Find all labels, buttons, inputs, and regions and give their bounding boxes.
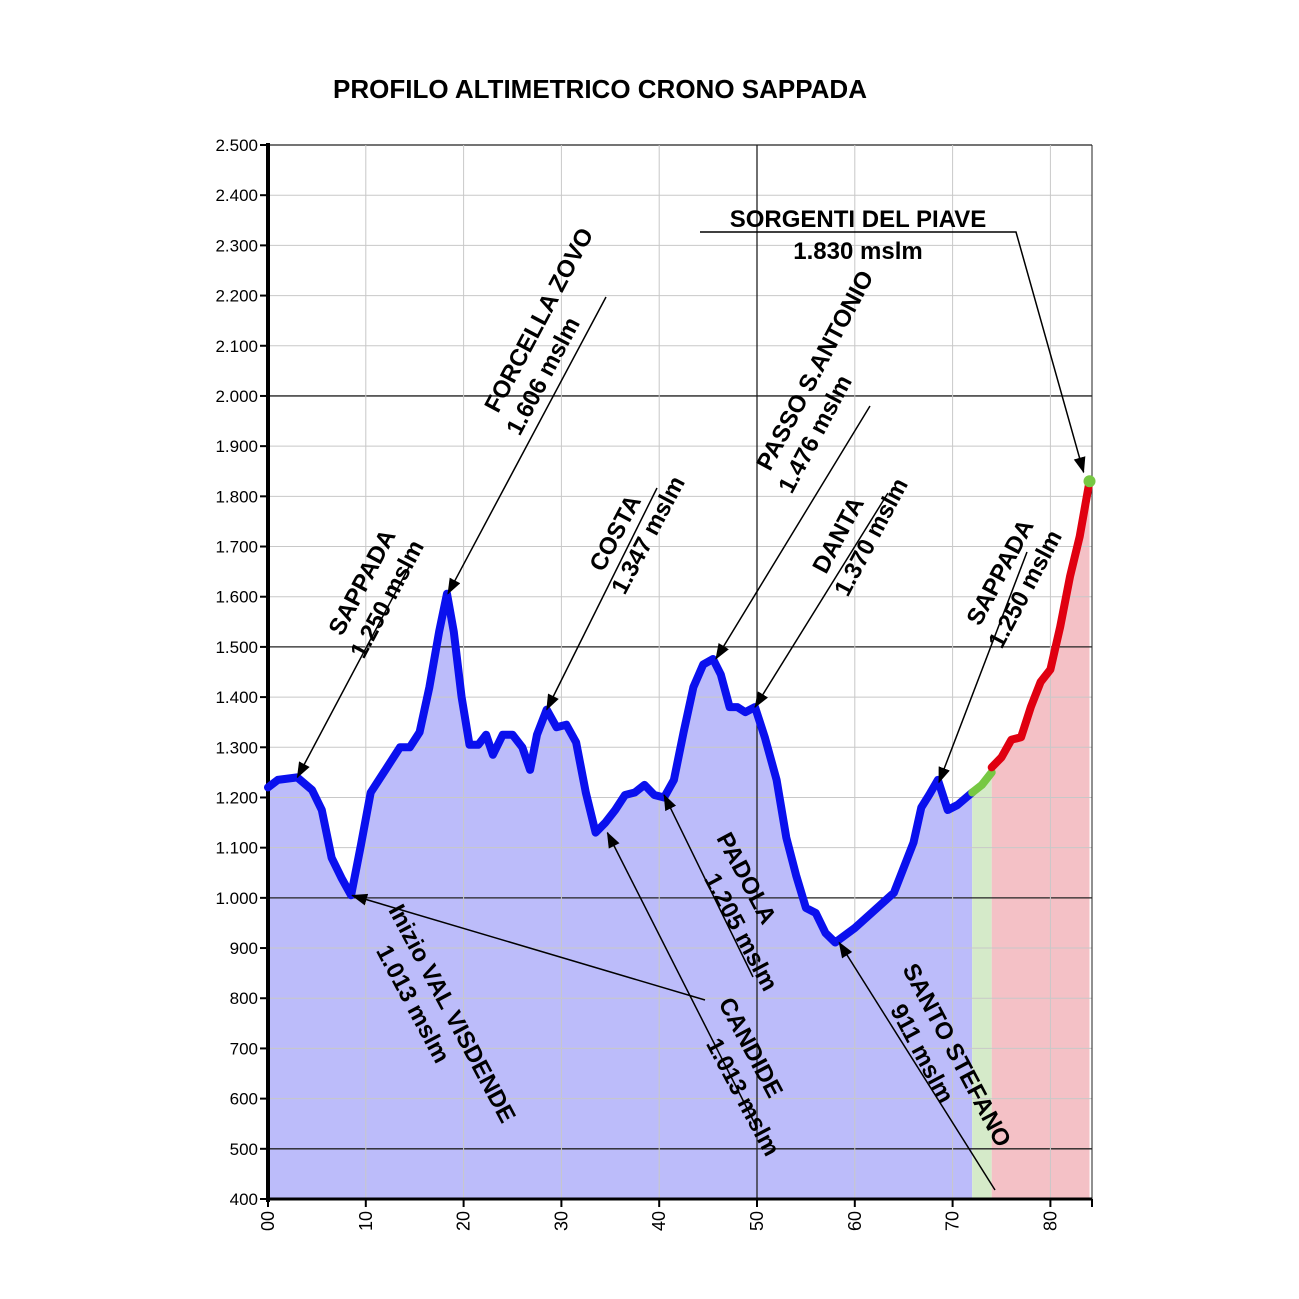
y-tick-label: 1.100 — [215, 839, 258, 858]
y-tick-label: 2.500 — [215, 136, 258, 155]
area-fill-1 — [268, 593, 973, 1199]
profile-lines — [264, 475, 1096, 947]
y-tick-label: 2.300 — [215, 236, 258, 255]
x-tick-label: 00 — [258, 1211, 278, 1231]
y-tick-label: 400 — [230, 1190, 258, 1209]
y-tick-label: 2.000 — [215, 387, 258, 406]
profile-line-3 — [987, 477, 1094, 772]
x-tick-label: 80 — [1040, 1211, 1060, 1231]
annotation-leader — [546, 487, 658, 711]
x-tick-label: 40 — [649, 1211, 669, 1231]
y-tick-label: 1.400 — [215, 688, 258, 707]
y-tick-label: 2.200 — [215, 287, 258, 306]
annotation-leader — [700, 231, 1086, 474]
profile-line-1 — [264, 589, 977, 947]
y-tick-label: 1.800 — [215, 487, 258, 506]
y-tick-label: 2.100 — [215, 337, 258, 356]
y-tick-label: 1.200 — [215, 788, 258, 807]
y-tick-label: 500 — [230, 1140, 258, 1159]
annotation-name: SORGENTI DEL PIAVE — [730, 206, 987, 233]
y-tick-label: 1.000 — [215, 889, 258, 908]
x-tick-label: 70 — [943, 1211, 963, 1231]
profile-fills — [268, 481, 1090, 1199]
y-tick-label: 2.400 — [215, 186, 258, 205]
annotation-leader — [351, 893, 706, 1001]
x-tick-label: 30 — [551, 1211, 571, 1231]
x-tick-label: 50 — [747, 1211, 767, 1231]
x-tick-label: 60 — [845, 1211, 865, 1231]
profile-line-2 — [968, 768, 996, 797]
y-tick-label: 800 — [230, 989, 258, 1008]
chart-title: PROFILO ALTIMETRICO CRONO SAPPADA — [333, 74, 867, 104]
y-tick-label: 1.900 — [215, 437, 258, 456]
y-tick-label: 900 — [230, 939, 258, 958]
annotation-leader — [838, 941, 996, 1191]
y-tick-label: 700 — [230, 1039, 258, 1058]
annotation-leader — [447, 296, 607, 595]
annotation-leader — [715, 405, 871, 660]
annotation-leader — [938, 551, 1028, 784]
x-tick-label: 20 — [454, 1211, 474, 1231]
y-tick-label: 600 — [230, 1090, 258, 1109]
y-tick-label: 1.700 — [215, 538, 258, 557]
x-tick-label: 10 — [356, 1211, 376, 1231]
area-fill-2 — [972, 772, 992, 1199]
annotation-leader — [663, 794, 754, 978]
annotation-11: SORGENTI DEL PIAVE 1.830 mslm — [700, 206, 1086, 474]
annotation-leader — [754, 492, 889, 708]
y-tick-label: 1.500 — [215, 638, 258, 657]
annotation-leader — [606, 831, 758, 1129]
y-tick-label: 1.600 — [215, 588, 258, 607]
y-tick-label: 1.300 — [215, 738, 258, 757]
end-point-marker — [1083, 475, 1096, 488]
area-fill-3 — [991, 481, 1090, 1199]
axes: 400 500 600 700 800 900 1.000 1.100 1.200 1.300 1.… — [215, 136, 1093, 1231]
annotation-leader — [296, 564, 411, 779]
annotation-elevation: 1.830 mslm — [793, 238, 922, 265]
